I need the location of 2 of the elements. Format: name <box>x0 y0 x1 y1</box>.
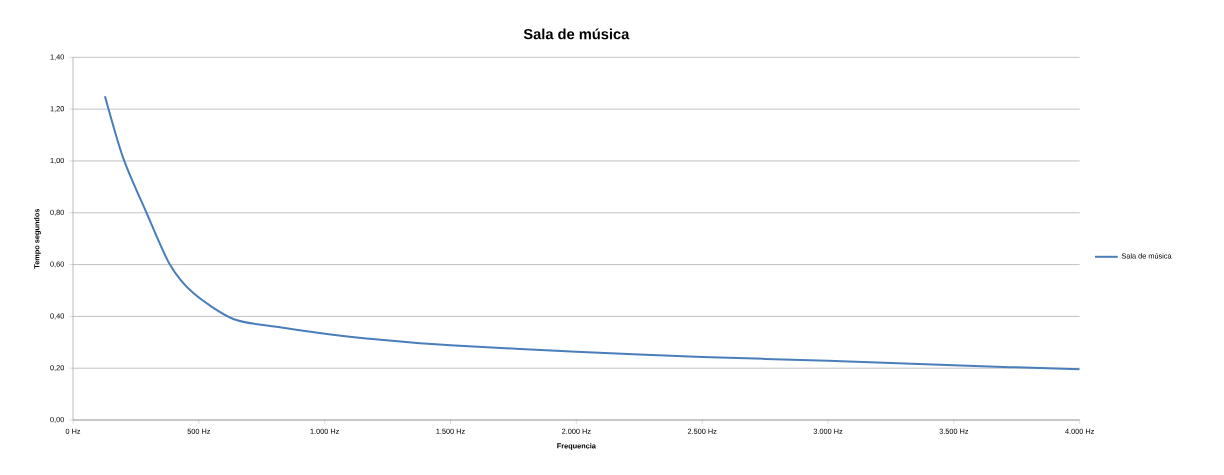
line-series <box>103 95 1080 371</box>
chart-title: Sala de música <box>523 28 630 40</box>
